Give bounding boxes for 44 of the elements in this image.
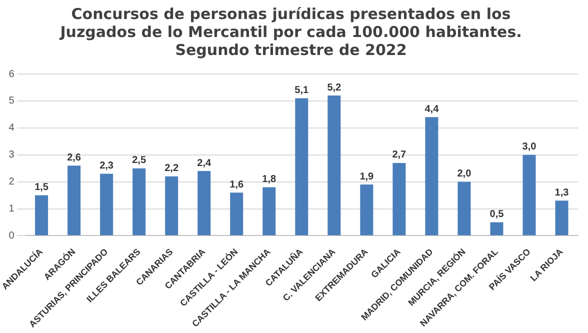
data-label: 2,5	[132, 155, 146, 166]
data-label: 2,0	[457, 168, 472, 180]
text: Juzgados de lo Mercantil por cada 100.000 habitantes.	[60, 22, 522, 41]
bar	[490, 222, 504, 236]
bar	[555, 200, 568, 236]
y-tick-label: 4	[8, 122, 15, 134]
bar	[458, 182, 471, 236]
bar	[35, 195, 48, 236]
data-label: 2,3	[100, 160, 114, 172]
y-tick-label: 0	[8, 230, 15, 242]
data-label: 2,4	[197, 158, 212, 169]
data-label: 2,2	[164, 163, 179, 174]
data-label: 1,8	[262, 174, 277, 185]
bar	[392, 162, 406, 236]
bar	[425, 117, 438, 236]
bar	[165, 176, 178, 236]
text: Concursos de personas jurídicas presentados en los	[71, 4, 511, 23]
bar	[328, 96, 341, 236]
data-label: 1,3	[554, 187, 570, 198]
bar	[230, 192, 244, 236]
data-label: 0,5	[490, 208, 504, 220]
bar	[68, 166, 81, 236]
y-tick-label: 3	[8, 150, 15, 161]
bar	[198, 171, 211, 236]
bar	[262, 187, 276, 236]
y-tick-label: 6	[8, 68, 15, 80]
y-tick-label: 1	[8, 204, 15, 215]
bar	[100, 174, 114, 236]
bar	[132, 168, 146, 236]
bar	[295, 98, 308, 236]
text: Segundo trimestre de 2022	[175, 40, 407, 59]
data-label: 5,2	[327, 82, 342, 94]
data-label: 2,6	[67, 152, 82, 164]
bar	[522, 154, 536, 236]
data-label: 3,0	[522, 142, 537, 153]
bar	[360, 184, 374, 236]
y-tick-label: 2	[8, 176, 15, 188]
y-tick-label: 5	[8, 96, 15, 107]
data-label: 2,7	[392, 150, 407, 161]
data-label: 4,4	[424, 104, 440, 115]
data-label: 1,6	[230, 179, 244, 190]
data-label: 1,5	[34, 182, 49, 194]
data-label: 5,1	[294, 85, 310, 96]
data-label: 1,9	[360, 171, 374, 182]
